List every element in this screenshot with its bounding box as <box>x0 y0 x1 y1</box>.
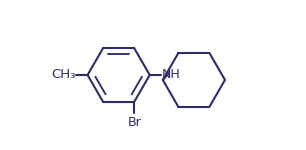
Text: NH: NH <box>162 68 181 81</box>
Text: Br: Br <box>127 116 141 129</box>
Text: CH₃: CH₃ <box>51 69 76 81</box>
